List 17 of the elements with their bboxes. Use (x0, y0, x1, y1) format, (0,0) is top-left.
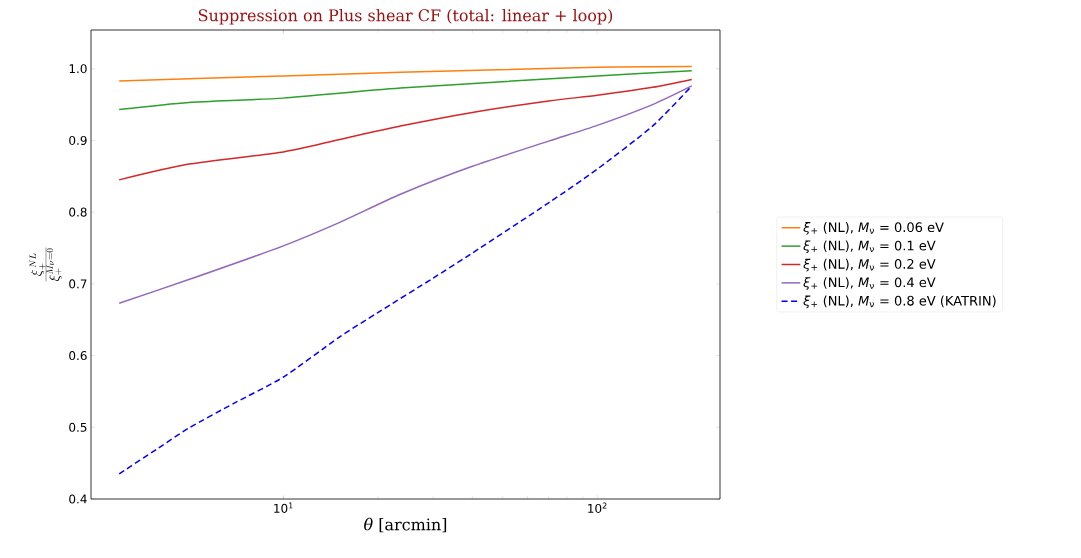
chart-title: Suppression on Plus shear CF (total: linear + loop) (198, 8, 613, 25)
legend-label: ξ$_{+}$ (NL), M$_{ν}$ = 0.06 eV (803, 222, 944, 235)
y-tick-label: 0.8 (69, 207, 87, 217)
y-tick-label: 0.5 (69, 422, 87, 432)
legend-label: ξ$_{+}$ (NL), M$_{ν}$ = 0.1 eV (803, 240, 936, 254)
y-tick-label: 0.4 (69, 494, 87, 504)
y-tick-label: 0.7 (69, 279, 87, 289)
x-axis-title: θ [arcmin] (364, 517, 447, 533)
y-tick-label: 0.9 (69, 135, 87, 145)
legend-label: ξ$_{+}$ (NL), M$_{ν}$ = 0.4 eV (803, 277, 936, 290)
x-tick-label: 10$^{2}$ (588, 502, 607, 513)
y-tick-label: 0.6 (69, 351, 87, 361)
y-axis-title: $\frac{\xi_+^{\,NL}}{\xi_+^{M_\nu=0}}$ (29, 247, 62, 282)
legend-label: ξ$_{+}$ (NL), M$_{ν}$ = 0.8 eV (KATRIN) (803, 295, 996, 309)
legend-label: ξ$_{+}$ (NL), M$_{ν}$ = 0.2 eV (803, 258, 936, 272)
x-tick-label: 10$^{1}$ (274, 502, 293, 513)
y-tick-label: 1.0 (69, 64, 87, 74)
